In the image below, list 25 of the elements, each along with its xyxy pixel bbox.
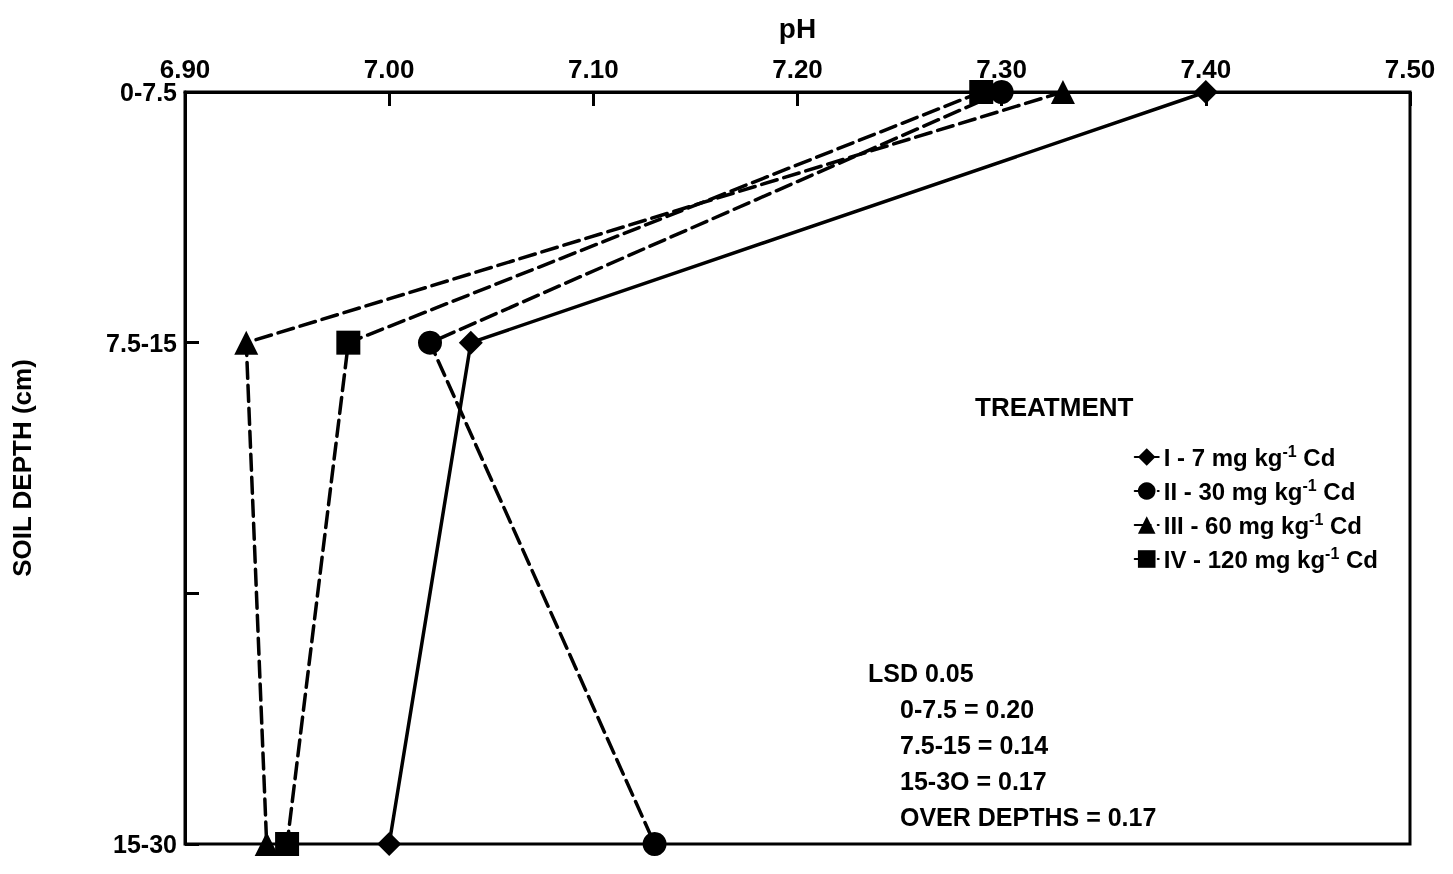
point [458, 330, 483, 355]
annotation: 7.5-15 = 0.14 [900, 730, 1049, 759]
x-tick-label: 7.20 [772, 54, 823, 84]
annotation: OVER DEPTHS = 0.17 [900, 802, 1157, 831]
point [234, 330, 259, 355]
y-tick-label: 7.5-15 [106, 328, 178, 357]
x-tick-label: 7.00 [363, 54, 415, 84]
annotation: LSD 0.05 [868, 658, 974, 687]
x-tick-label: 7.10 [568, 54, 619, 84]
y-tick-label: 15-30 [113, 830, 177, 858]
x-tick-label: 7.40 [1180, 54, 1232, 84]
x-tick-label: 7.30 [976, 54, 1027, 84]
point [336, 330, 361, 355]
annotation: 15-3O = 0.17 [900, 766, 1047, 795]
annotation: 0-7.5 = 0.20 [900, 694, 1035, 723]
point [377, 832, 402, 856]
point [275, 832, 300, 856]
point [418, 330, 442, 355]
point [642, 832, 667, 856]
legend-title: TREATMENT [975, 392, 1134, 422]
x-axis-title: pH [778, 12, 817, 44]
point [1050, 80, 1075, 104]
y-axis-title: SOIL DEPTH (cm) [7, 359, 37, 577]
x-tick-label: 7.50 [1384, 54, 1436, 84]
point [969, 80, 994, 104]
